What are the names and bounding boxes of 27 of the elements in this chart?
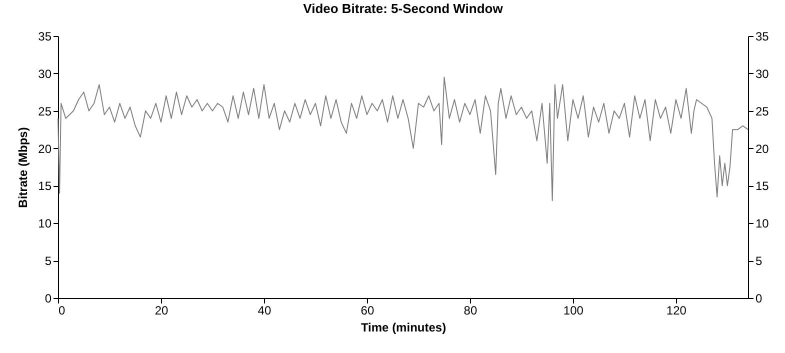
y-tick-label: 0 bbox=[44, 292, 52, 306]
x-axis-title: Time (minutes) bbox=[360, 320, 446, 334]
y2-tick-label: 10 bbox=[756, 216, 770, 231]
y-tick-label: 20 bbox=[38, 142, 52, 156]
y2-tick-label: 0 bbox=[756, 292, 762, 306]
y2-tick-label: 5 bbox=[756, 254, 762, 268]
x-tick-label: 80 bbox=[464, 304, 478, 318]
y-tick-label: 5 bbox=[44, 254, 52, 268]
x-tick-label: 0 bbox=[58, 304, 66, 318]
y2-tick-label: 30 bbox=[756, 66, 770, 81]
y2-tick-label: 35 bbox=[756, 30, 770, 44]
y-tick-label: 10 bbox=[38, 216, 52, 231]
x-tick-label: 40 bbox=[258, 304, 272, 318]
x-tick-label: 100 bbox=[563, 304, 584, 318]
y-axis-title: Bitrate (Mbps) bbox=[16, 127, 30, 208]
y-tick-label: 35 bbox=[38, 30, 52, 44]
y2-tick-label: 15 bbox=[756, 179, 770, 194]
y-tick-label: 25 bbox=[38, 104, 52, 118]
y2-tick-label: 25 bbox=[756, 104, 770, 118]
x-tick-label: 20 bbox=[154, 304, 168, 318]
x-tick-label: 60 bbox=[360, 304, 374, 318]
y2-tick-label: 20 bbox=[756, 142, 770, 156]
y-tick-label: 30 bbox=[38, 66, 52, 81]
y-tick-label: 15 bbox=[38, 179, 52, 194]
chart-title: Video Bitrate: 5-Second Window bbox=[303, 1, 504, 16]
x-tick-label: 120 bbox=[666, 304, 687, 318]
line-series bbox=[58, 76, 748, 202]
